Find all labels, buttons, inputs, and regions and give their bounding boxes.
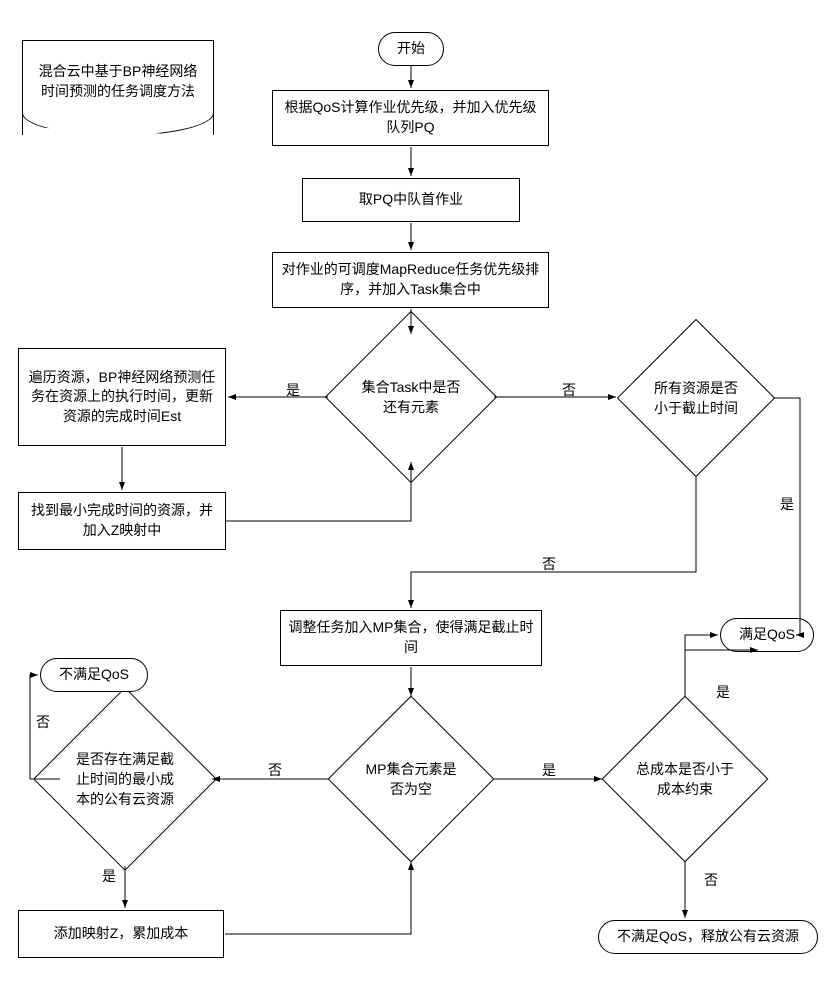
lbl-d4-yes: 是 (714, 682, 732, 702)
lbl-d1-no: 否 (560, 380, 578, 400)
proc-sort-tasks: 对作业的可调度MapReduce任务优先级排序，并加入Task集合中 (272, 252, 549, 308)
title-text: 混合云中基于BP神经网络时间预测的任务调度方法 (39, 63, 198, 99)
proc-min-resource: 找到最小完成时间的资源，并加入Z映射中 (18, 492, 226, 550)
proc-add-z: 添加映射Z，累加成本 (18, 910, 224, 958)
title-card: 混合云中基于BP神经网络时间预测的任务调度方法 (22, 40, 214, 135)
decision-cost: 总成本是否小于成本约束 (626, 720, 744, 838)
lbl-d4-no: 否 (702, 870, 720, 890)
lbl-d2-no: 否 (540, 554, 558, 574)
decision-task-remain-label: 集合Task中是否还有元素 (360, 377, 462, 417)
term-not-satisfy-label: 不满足QoS (59, 665, 129, 685)
lbl-d3-no: 否 (266, 760, 284, 780)
start-node: 开始 (378, 32, 444, 66)
decision-deadline-label: 所有资源是否小于截止时间 (650, 378, 742, 418)
term-not-satisfy: 不满足QoS (40, 658, 148, 692)
proc-bp-predict: 遍历资源，BP神经网络预测任务在资源上的执行时间，更新资源的完成时间Est (18, 348, 226, 446)
proc-bp-predict-label: 遍历资源，BP神经网络预测任务在资源上的执行时间，更新资源的完成时间Est (27, 368, 217, 427)
decision-cost-label: 总成本是否小于成本约束 (636, 759, 734, 799)
decision-public-cloud-label: 是否存在满足截止时间的最小成本的公有云资源 (70, 749, 180, 809)
proc-adjust-mp: 调整任务加入MP集合，使得满足截止时间 (280, 610, 542, 666)
term-release: 不满足QoS，释放公有云资源 (598, 920, 818, 954)
proc-priority-label: 根据QoS计算作业优先级，并加入优先级队列PQ (279, 98, 542, 137)
decision-deadline: 所有资源是否小于截止时间 (640, 342, 752, 454)
term-satisfy: 满足QoS (720, 618, 814, 652)
term-release-label: 不满足QoS，释放公有云资源 (617, 927, 799, 947)
proc-dequeue-label: 取PQ中队首作业 (359, 190, 463, 210)
proc-dequeue: 取PQ中队首作业 (302, 178, 520, 222)
lbl-d5-no: 否 (34, 712, 52, 732)
lbl-d3-yes: 是 (540, 760, 558, 780)
lbl-d2-yes: 是 (778, 494, 796, 514)
term-satisfy-label: 满足QoS (739, 625, 795, 645)
proc-add-z-label: 添加映射Z，累加成本 (54, 924, 189, 944)
decision-task-remain: 集合Task中是否还有元素 (350, 336, 472, 458)
start-label: 开始 (397, 39, 425, 59)
lbl-d5-yes: 是 (100, 866, 118, 886)
decision-mp-empty: MP集合元素是否为空 (352, 720, 470, 838)
proc-priority: 根据QoS计算作业优先级，并加入优先级队列PQ (272, 90, 549, 146)
lbl-d1-yes: 是 (284, 380, 302, 400)
decision-public-cloud: 是否存在满足截止时间的最小成本的公有云资源 (60, 714, 190, 844)
proc-sort-tasks-label: 对作业的可调度MapReduce任务优先级排序，并加入Task集合中 (279, 260, 542, 299)
proc-min-resource-label: 找到最小完成时间的资源，并加入Z映射中 (25, 501, 219, 540)
decision-mp-empty-label: MP集合元素是否为空 (362, 759, 460, 799)
proc-adjust-mp-label: 调整任务加入MP集合，使得满足截止时间 (287, 618, 535, 657)
